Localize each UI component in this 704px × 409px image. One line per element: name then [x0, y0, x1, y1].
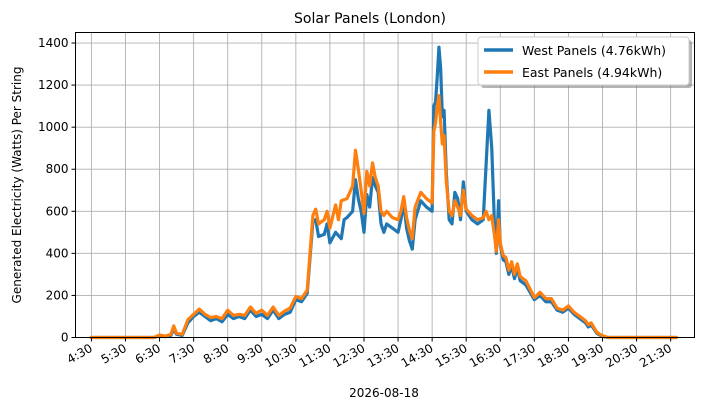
- x-tick-label: 18:30: [535, 341, 572, 370]
- y-axis-label: Generated Electricity (Watts) Per String: [10, 67, 24, 304]
- legend-box: [477, 36, 690, 86]
- y-tick-label: 800: [46, 162, 69, 176]
- x-tick-label: 15:30: [433, 341, 470, 370]
- x-tick-label: 7:30: [167, 341, 197, 367]
- x-tick-label: 12:30: [331, 341, 368, 370]
- grid: [75, 32, 695, 338]
- x-tick-label: 11:30: [296, 341, 333, 370]
- x-tick-label: 14:30: [399, 341, 436, 370]
- east-panels-line: [89, 94, 678, 340]
- x-tick-label: 10:30: [262, 341, 299, 370]
- legend-label-west: West Panels (4.76kWh): [522, 43, 666, 58]
- legend-label-east: East Panels (4.94kWh): [522, 65, 662, 80]
- chart-title: Solar Panels (London): [294, 11, 446, 27]
- x-tick-label: 20:30: [603, 341, 640, 370]
- x-tick-label: 8:30: [201, 341, 231, 367]
- west-panels-line: [89, 45, 678, 340]
- legend: West Panels (4.76kWh) East Panels (4.94k…: [477, 36, 692, 88]
- series-lines: [89, 45, 678, 340]
- plot-frame: [75, 32, 695, 338]
- y-tick-label: 1400: [38, 36, 69, 50]
- x-axis-label: 2026-08-18: [349, 386, 419, 400]
- x-tick-label: 4:30: [65, 341, 95, 367]
- x-tick-label: 6:30: [133, 341, 163, 367]
- x-tick-label: 16:30: [467, 341, 504, 370]
- y-tick-label: 600: [46, 204, 69, 218]
- x-tick-label: 17:30: [501, 341, 538, 370]
- x-tick-label: 5:30: [99, 341, 129, 367]
- y-tick-label: 1000: [38, 120, 69, 134]
- x-tick-label: 13:30: [365, 341, 402, 370]
- y-axis-ticks: 0 200 400 600 800 1000 1200 1400: [38, 36, 76, 345]
- y-tick-label: 1200: [38, 78, 69, 92]
- y-tick-label: 0: [61, 331, 69, 345]
- x-axis-ticks: 4:30 5:30 6:30 7:30 8:30 9:3010:3011:3012:301…: [65, 337, 674, 370]
- y-tick-label: 400: [46, 246, 69, 260]
- x-tick-label: 19:30: [569, 341, 606, 370]
- x-tick-label: 9:30: [235, 341, 265, 367]
- y-tick-label: 200: [46, 288, 69, 302]
- x-tick-label: 21:30: [637, 341, 674, 370]
